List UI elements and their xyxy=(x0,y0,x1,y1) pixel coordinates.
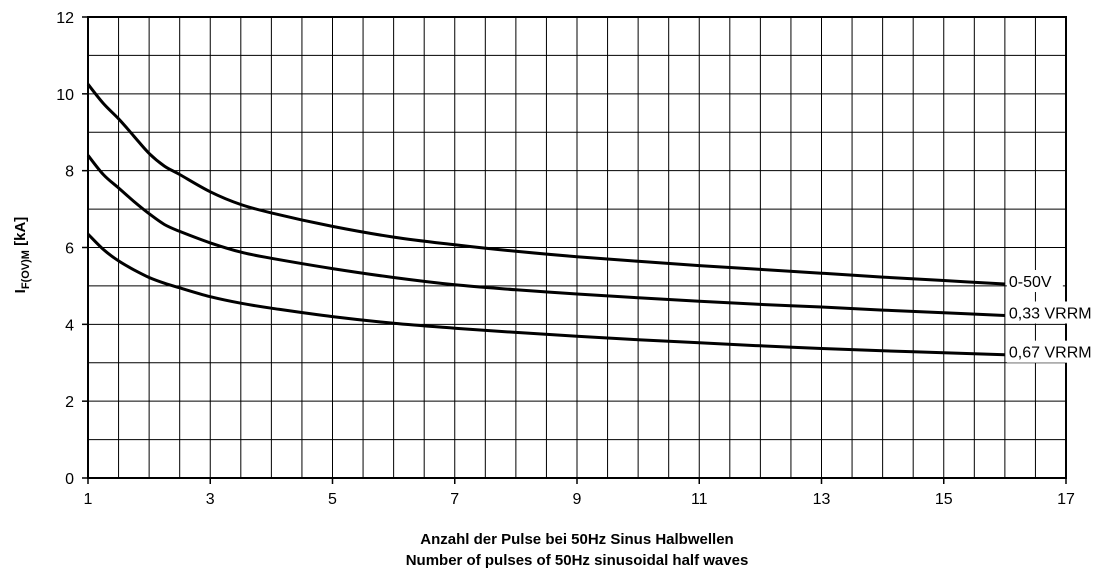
y-axis-title-unit: [kA] xyxy=(12,217,29,250)
y-tick-label: 0 xyxy=(65,471,74,488)
x-tick-label: 15 xyxy=(935,491,953,508)
y-tick-label: 6 xyxy=(65,241,74,258)
grid xyxy=(88,17,1066,478)
series-line-3 xyxy=(86,233,1005,357)
series-label-text: 0,33 VRRM xyxy=(1009,305,1092,322)
y-axis-title: IF(OV)M [kA] xyxy=(12,217,32,294)
series-lines xyxy=(86,83,1005,357)
x-axis-title-german: Anzahl der Pulse bei 50Hz Sinus Halbwell… xyxy=(420,531,733,548)
y-tick-label: 8 xyxy=(65,164,74,181)
x-tick-label: 11 xyxy=(691,491,708,508)
series-label-1: 0-50V xyxy=(1006,269,1063,292)
series-line-1 xyxy=(86,83,1005,286)
x-tick-label: 5 xyxy=(328,491,337,508)
y-tick-label: 12 xyxy=(56,10,74,27)
x-tick-label: 9 xyxy=(573,491,582,508)
series-label-text: 0,67 VRRM xyxy=(1009,345,1092,362)
y-tick-label: 10 xyxy=(56,87,74,104)
x-tick-label: 17 xyxy=(1057,491,1075,508)
x-tick-label: 3 xyxy=(206,491,215,508)
series-line-2 xyxy=(86,154,1005,317)
x-axis-title-english: Number of pulses of 50Hz sinusoidal half… xyxy=(406,552,749,569)
series-label-background xyxy=(1006,340,1102,363)
series-label-background xyxy=(1006,269,1063,292)
x-tick-label: 1 xyxy=(84,491,93,508)
y-tick-label: 4 xyxy=(65,317,74,334)
series-label-3: 0,67 VRRM xyxy=(1006,340,1102,363)
y-axis-title-subscript: F(OV)M xyxy=(20,250,32,289)
x-tick-label: 13 xyxy=(813,491,831,508)
x-tick-label: 7 xyxy=(450,491,459,508)
series-label-text: 0-50V xyxy=(1009,274,1052,291)
series-labels: 0-50V 0,33 VRRM 0,67 VRRM xyxy=(1006,269,1102,363)
series-label-2: 0,33 VRRM xyxy=(1006,301,1102,324)
series-label-background xyxy=(1006,301,1102,324)
y-tick-label: 2 xyxy=(65,394,74,411)
y-axis-title-main: I xyxy=(12,289,29,293)
